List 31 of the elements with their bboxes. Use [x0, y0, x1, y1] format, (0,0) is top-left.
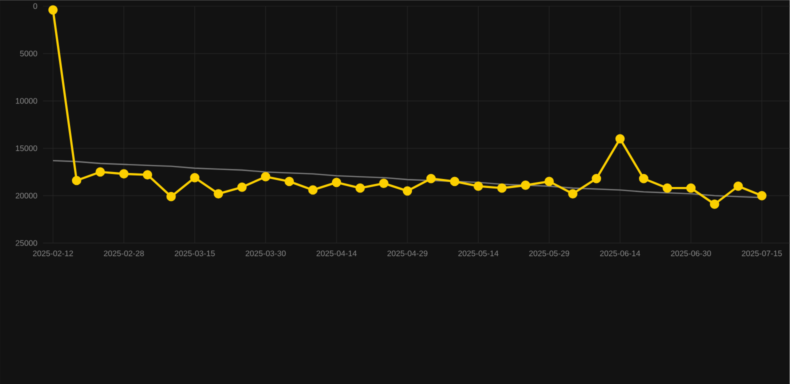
point [96, 167, 105, 177]
point [686, 183, 696, 193]
point [190, 172, 200, 182]
point [450, 176, 460, 186]
point [402, 186, 412, 196]
point [568, 189, 578, 198]
point [544, 176, 554, 186]
point [497, 183, 507, 193]
point [662, 183, 672, 193]
point [639, 174, 648, 184]
point [379, 178, 388, 188]
point [142, 170, 152, 180]
point [166, 192, 176, 202]
point [710, 200, 720, 209]
point [284, 176, 294, 186]
point [237, 182, 247, 192]
point [615, 134, 625, 144]
point [332, 178, 342, 188]
point [119, 169, 129, 179]
point [592, 174, 602, 184]
point [520, 180, 530, 190]
point [48, 5, 58, 15]
point [308, 185, 318, 195]
point [214, 189, 224, 198]
point [426, 174, 436, 184]
point [72, 176, 82, 186]
point [260, 172, 270, 182]
point [474, 182, 483, 191]
point [757, 190, 766, 200]
point [734, 182, 743, 191]
point [355, 183, 365, 193]
